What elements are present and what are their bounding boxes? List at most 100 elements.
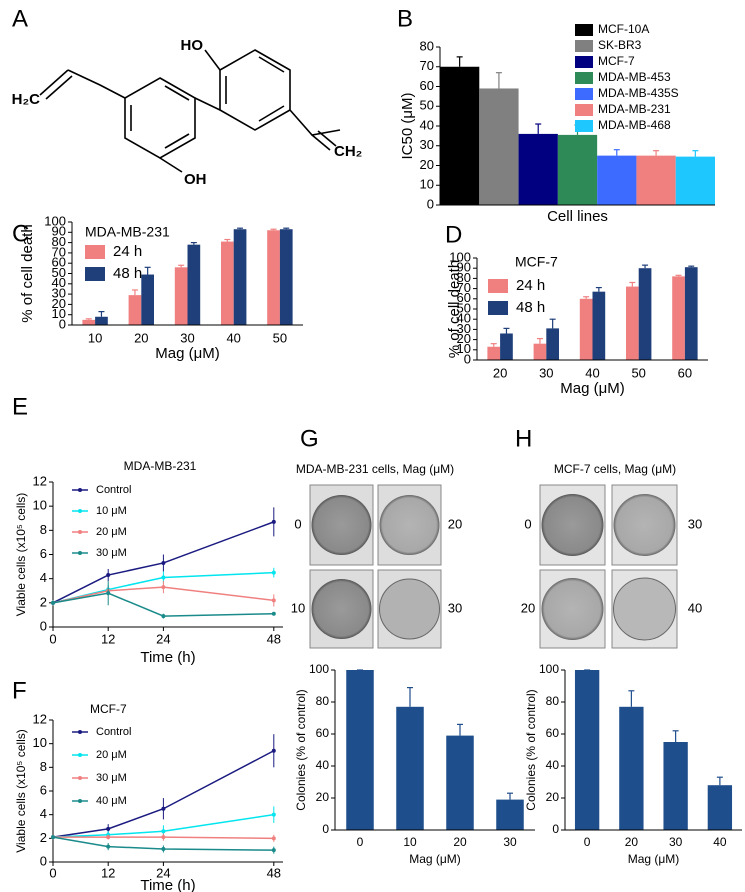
x-axis-label: Mag (μM) <box>560 380 624 397</box>
plate-label: 30 <box>688 516 702 531</box>
legend-marker <box>78 530 82 534</box>
point <box>161 829 166 834</box>
bar <box>267 230 280 325</box>
legend-label: MCF-10A <box>598 22 649 36</box>
bar <box>638 268 652 360</box>
chart-title: MCF-7 <box>90 702 127 716</box>
bar <box>597 155 637 205</box>
point <box>106 844 111 849</box>
y-tick-label: 90 <box>52 224 66 239</box>
bar <box>220 241 234 325</box>
y-tick-label: 4 <box>40 806 47 821</box>
bar <box>500 333 513 360</box>
y-tick-label: 30 <box>420 137 434 152</box>
bar <box>636 155 676 205</box>
x-tick-label: 30 <box>539 365 553 380</box>
series-line <box>52 750 275 838</box>
bar <box>557 134 598 205</box>
y-tick-label: 8 <box>40 522 47 537</box>
y-tick-label: 0 <box>59 316 66 331</box>
y-tick-label: 50 <box>457 300 471 315</box>
y-tick-label: 0 <box>40 618 47 633</box>
legend-label: 48 h <box>113 265 142 282</box>
y-tick-label: 0 <box>464 351 471 366</box>
x-tick-label: 12 <box>101 865 115 880</box>
y-tick-label: 100 <box>539 662 559 676</box>
y-axis-label: Viable cells (x10⁵ cells) <box>14 493 28 616</box>
x-tick-label: 12 <box>101 631 115 646</box>
images-title: MCF-7 cells, Mag (μM) <box>554 462 676 476</box>
series-line <box>52 592 274 617</box>
bar <box>487 346 501 360</box>
legend-label: 30 μM <box>96 547 127 559</box>
chart-title: MDA-MB-231 <box>124 459 197 473</box>
legend-label: 10 μM <box>96 505 127 517</box>
point <box>271 848 276 853</box>
y-tick-label: 40 <box>546 758 560 772</box>
y-tick-label: 10 <box>52 306 66 321</box>
y-tick-label: 10 <box>457 341 471 356</box>
y-tick-label: 0 <box>427 196 434 211</box>
bar <box>187 244 201 325</box>
y-tick-label: 20 <box>457 331 471 346</box>
y-tick-label: 12 <box>33 473 47 488</box>
x-tick-label: 20 <box>493 365 507 380</box>
y-tick-label: 40 <box>420 117 434 132</box>
panel-letter: G <box>300 425 319 452</box>
point <box>161 806 166 811</box>
bar <box>579 298 593 360</box>
x-tick-label: 48 <box>267 865 281 880</box>
x-tick-label: 40 <box>226 330 240 345</box>
bar <box>684 267 698 360</box>
legend-swatch <box>575 56 593 68</box>
y-tick-label: 20 <box>546 790 560 804</box>
legend-label: Control <box>96 484 131 496</box>
legend-marker <box>78 551 82 555</box>
x-axis-label: Time (h) <box>140 649 195 666</box>
images-title: MDA-MB-231 cells, Mag (μM) <box>296 462 454 476</box>
x-tick-label: 30 <box>669 835 683 849</box>
point <box>106 826 111 831</box>
point <box>271 812 276 817</box>
x-tick-label: 0 <box>49 865 56 880</box>
point <box>161 585 166 590</box>
y-tick-label: 10 <box>33 735 47 750</box>
x-axis-label: Mag (μM) <box>155 345 219 362</box>
atom-label: CH₂ <box>334 143 362 160</box>
x-axis-label: Time (h) <box>140 877 195 892</box>
y-tick-label: 80 <box>420 38 434 53</box>
legend-swatch <box>575 120 593 132</box>
series-line <box>52 586 274 604</box>
x-tick-label: 30 <box>180 330 194 345</box>
point <box>271 570 276 575</box>
y-axis-label: IC50 (μM) <box>399 93 416 160</box>
point <box>161 835 166 840</box>
y-tick-label: 2 <box>40 830 47 845</box>
x-tick-label: 10 <box>88 330 102 345</box>
series-line <box>52 836 274 851</box>
plate-label: 20 <box>521 600 535 615</box>
y-axis-label: Viable cells (x10⁵ cells) <box>14 729 28 852</box>
y-tick-label: 100 <box>309 662 329 676</box>
x-tick-label: 40 <box>585 365 599 380</box>
y-tick-label: 60 <box>316 726 330 740</box>
x-tick-label: 30 <box>503 835 517 849</box>
bar <box>592 291 606 360</box>
x-tick-label: 50 <box>631 365 645 380</box>
bar <box>396 706 424 830</box>
x-axis-label: Mag (μM) <box>409 852 461 866</box>
legend-label: MDA-MB-468 <box>598 118 671 132</box>
bar <box>233 229 247 325</box>
chemical-structure <box>39 49 341 173</box>
y-tick-label: 80 <box>546 694 560 708</box>
legend-label: 30 μM <box>96 772 127 784</box>
legend-label: SK-BR3 <box>598 38 642 52</box>
legend-label: 48 h <box>516 299 545 316</box>
y-tick-label: 20 <box>420 157 434 172</box>
x-tick-label: 48 <box>267 631 281 646</box>
bar <box>82 319 96 325</box>
legend-label: MDA-MB-435S <box>598 86 679 100</box>
x-axis-label: Cell lines <box>547 208 608 225</box>
legend-label: MDA-MB-231 <box>598 102 671 116</box>
legend-marker <box>78 730 82 734</box>
